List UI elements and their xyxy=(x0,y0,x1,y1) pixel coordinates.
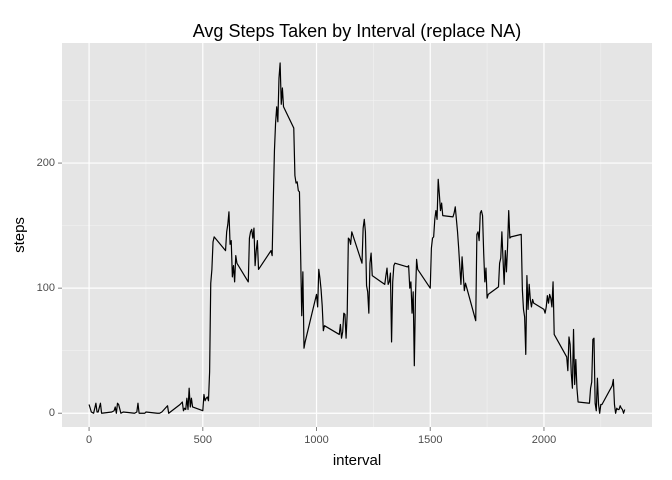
y-tick-label: 200 xyxy=(37,157,55,169)
x-tick-label: 1000 xyxy=(304,434,328,446)
x-tick-label: 1500 xyxy=(418,434,442,446)
chart-title: Avg Steps Taken by Interval (replace NA) xyxy=(193,21,522,41)
x-tick-label: 0 xyxy=(86,434,92,446)
x-tick-label: 2000 xyxy=(532,434,556,446)
y-tick-label: 100 xyxy=(37,282,55,294)
marks xyxy=(88,62,626,414)
x-tick-label: 500 xyxy=(194,434,212,446)
plot-panel xyxy=(62,43,652,427)
data-line xyxy=(88,62,626,414)
y-axis-label: steps xyxy=(11,217,28,253)
y-tick-label: 0 xyxy=(49,407,55,419)
grid xyxy=(62,43,652,427)
x-axis-label: interval xyxy=(333,452,381,469)
